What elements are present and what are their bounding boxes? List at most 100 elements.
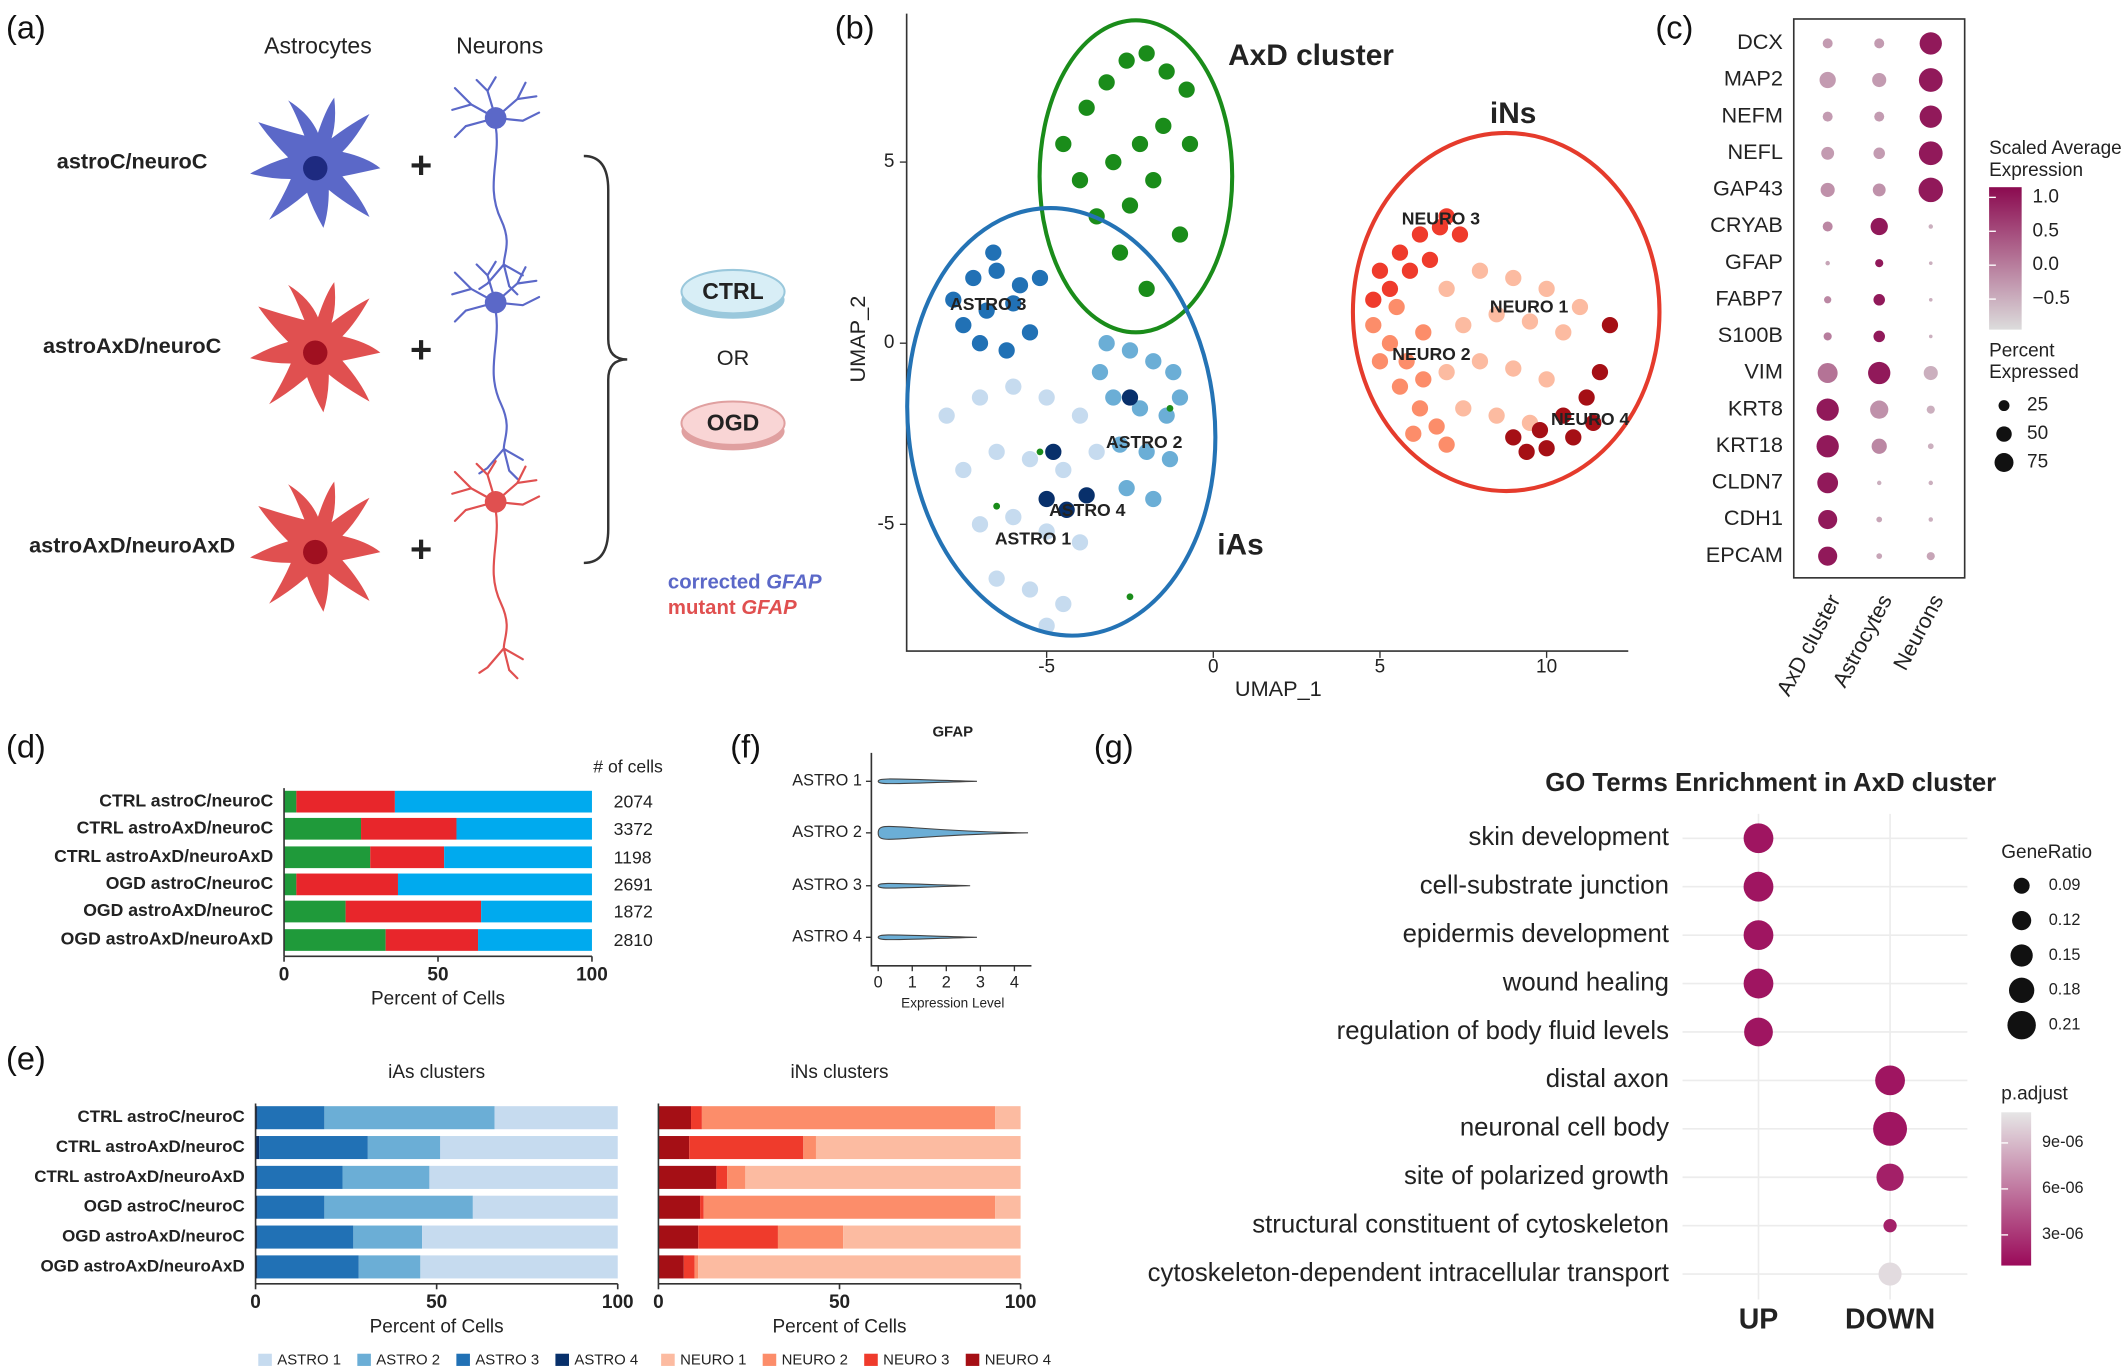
category-label: CTRL astroC/neuroC — [99, 790, 273, 810]
dot — [1821, 146, 1835, 160]
colorbar-label: 3e-06 — [2042, 1225, 2084, 1243]
point — [1138, 280, 1155, 297]
bar-segment — [727, 1165, 746, 1189]
category-label: OGD astroC/neuroC — [84, 1197, 245, 1216]
size-key — [2007, 1010, 2036, 1040]
bar-segment — [342, 1165, 430, 1189]
dot — [1743, 920, 1774, 951]
dot — [1817, 363, 1838, 384]
point — [1111, 244, 1129, 261]
point — [1036, 448, 1044, 456]
term-label: site of polarized growth — [1404, 1162, 1669, 1190]
bar-segment — [658, 1136, 690, 1160]
size-key — [1996, 426, 2012, 442]
dot — [1744, 1017, 1773, 1047]
point — [1365, 291, 1382, 308]
bar-segment — [257, 1255, 359, 1279]
category-label: OGD astroAxD/neuroC — [62, 1227, 245, 1246]
category-label: ASTRO 1 — [792, 772, 862, 790]
dot — [1874, 111, 1885, 122]
bar-segment — [440, 1136, 618, 1160]
dot — [1928, 517, 1933, 522]
dot — [1818, 509, 1838, 530]
colorbar-label: 6e-06 — [2042, 1179, 2084, 1197]
dot — [1875, 1065, 1905, 1096]
point — [955, 316, 972, 334]
genotype-prefix: mutant — [668, 597, 736, 619]
point — [1428, 418, 1445, 435]
x-tick-label: 4 — [1010, 974, 1019, 992]
dot — [1823, 332, 1832, 341]
point — [1451, 226, 1469, 243]
y-axis-label: UMAP_2 — [845, 296, 870, 383]
dot — [1822, 221, 1833, 232]
x-tick-label: 100 — [1005, 1292, 1037, 1313]
point — [988, 570, 1005, 587]
point — [1078, 487, 1095, 504]
condition-label: astroC/neuroC — [57, 149, 208, 174]
point — [1071, 407, 1089, 424]
point — [1438, 364, 1455, 381]
point — [1438, 280, 1455, 297]
dot — [1927, 443, 1934, 450]
bar-segment — [481, 900, 592, 923]
x-axis-label: Percent of Cells — [773, 1316, 907, 1337]
gene-label: KRT18 — [1716, 432, 1783, 457]
bar-segment — [777, 1225, 844, 1249]
point — [965, 269, 982, 287]
point — [1161, 450, 1179, 468]
bar-segment — [284, 846, 371, 869]
legend-title: Percent — [1989, 340, 2055, 361]
dot — [1873, 147, 1885, 160]
gene-label: CLDN7 — [1712, 469, 1783, 494]
point — [1171, 226, 1189, 243]
bar-segment — [995, 1106, 1021, 1130]
colorbar-label: −0.5 — [2032, 288, 2069, 309]
bar-segment — [385, 929, 479, 951]
dot — [1876, 1163, 1904, 1191]
category-label: OGD astroAxD/neuroAxD — [40, 1256, 244, 1275]
category-label: CTRL astroAxD/neuroAxD — [34, 1167, 245, 1186]
point — [1058, 501, 1075, 518]
point — [1505, 360, 1522, 377]
x-tick-label: -5 — [1038, 656, 1055, 677]
brace — [583, 154, 628, 565]
point — [1381, 335, 1399, 352]
point — [1391, 378, 1409, 395]
bar-segment — [257, 1165, 343, 1189]
bar-segment — [472, 1195, 618, 1219]
legend-swatch — [864, 1353, 878, 1366]
point — [1111, 436, 1129, 453]
point — [1521, 313, 1539, 330]
bar-segment — [284, 790, 297, 813]
legend-title: Scaled Average — [1989, 138, 2122, 159]
point — [1455, 316, 1472, 334]
dot — [1928, 297, 1933, 302]
bar-segment — [494, 1106, 618, 1130]
legend-label: ASTRO 2 — [376, 1351, 440, 1368]
legend-swatch — [762, 1353, 777, 1366]
dot — [1926, 405, 1935, 414]
dot — [1876, 516, 1883, 523]
dot — [1816, 435, 1839, 458]
point — [1391, 244, 1409, 261]
point — [978, 302, 995, 319]
point — [1401, 262, 1419, 279]
bar-segment — [257, 1195, 325, 1219]
dot — [1919, 32, 1942, 55]
size-label: 0.15 — [2049, 946, 2081, 964]
point — [1038, 523, 1055, 540]
dot — [1923, 365, 1938, 381]
point — [1171, 389, 1189, 406]
point — [1388, 298, 1405, 316]
dish — [680, 268, 786, 315]
bar-segment — [296, 790, 395, 813]
bar-segment — [429, 1165, 618, 1189]
size-label: 0.18 — [2049, 981, 2081, 999]
bar-segment — [703, 1195, 996, 1219]
point — [1131, 400, 1149, 417]
legend-title: Expression — [1989, 160, 2083, 181]
plus-sign: + — [410, 145, 432, 187]
point — [1045, 443, 1062, 461]
